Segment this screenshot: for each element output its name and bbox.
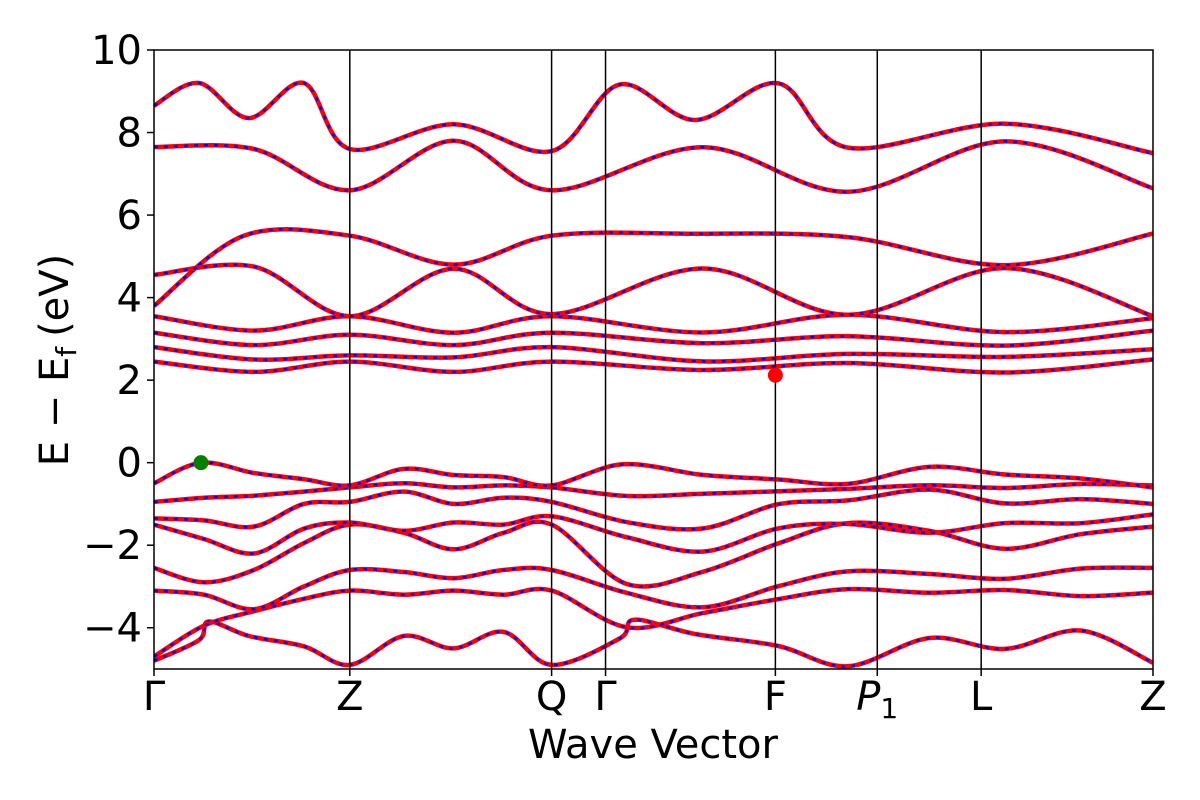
- y-axis-title-main: E − E: [32, 357, 78, 467]
- band-line-red: [154, 262, 1153, 319]
- y-tick-label: −4: [83, 606, 142, 652]
- y-tick-label: 0: [117, 441, 142, 487]
- band-line-blue-dashed: [154, 488, 1153, 531]
- x-axis-title: Wave Vector: [528, 722, 779, 768]
- band-line-blue-dashed: [154, 520, 1153, 588]
- x-tick-label: Z: [336, 674, 363, 720]
- x-tick-label: P1: [856, 674, 898, 725]
- plot-frame: [153, 49, 1154, 670]
- band-line-blue-dashed: [154, 345, 1153, 363]
- conduction-band-minimum-marker: [767, 367, 783, 383]
- band-line-red: [154, 512, 1153, 556]
- x-tick-label: L: [970, 674, 993, 720]
- y-tick-label: 6: [117, 193, 142, 239]
- x-tick-label-sub: 1: [880, 692, 898, 725]
- band-line-blue-dashed: [154, 313, 1153, 334]
- band-line-red: [154, 586, 1153, 659]
- band-line-blue-dashed: [154, 358, 1153, 374]
- x-tick-label: F: [764, 674, 787, 720]
- y-tick-label: 8: [117, 111, 142, 157]
- y-axis-title: E − Ef (eV): [32, 254, 83, 467]
- band-line-red: [154, 344, 1153, 364]
- x-tick-label: Q: [536, 674, 567, 720]
- y-tick-label: 10: [91, 28, 142, 74]
- band-line-blue-dashed: [154, 618, 1153, 668]
- y-tick-label: 4: [117, 276, 142, 322]
- band-line-blue-dashed: [154, 566, 1153, 611]
- band-line-red: [154, 138, 1153, 195]
- x-tick-label: Γ: [143, 674, 166, 720]
- band-line-red: [154, 80, 1153, 156]
- band-lines: [154, 80, 1153, 669]
- x-tick-label: Z: [1139, 674, 1166, 720]
- x-tick-label-main: P: [856, 674, 881, 720]
- band-line-red: [154, 481, 1153, 505]
- y-tick-label: 2: [117, 358, 142, 404]
- band-line-red: [154, 227, 1153, 308]
- band-line-blue-dashed: [154, 329, 1153, 347]
- y-tick-label: −2: [83, 523, 142, 569]
- x-tick-label: Γ: [594, 674, 617, 720]
- band-line-blue-dashed: [154, 263, 1153, 318]
- band-line-blue-dashed: [154, 139, 1153, 194]
- band-line-blue-dashed: [154, 461, 1153, 489]
- y-axis-title-subscript: f: [50, 346, 83, 357]
- y-axis-title-unit: (eV): [32, 254, 78, 337]
- valence-band-maximum-marker: [193, 455, 209, 471]
